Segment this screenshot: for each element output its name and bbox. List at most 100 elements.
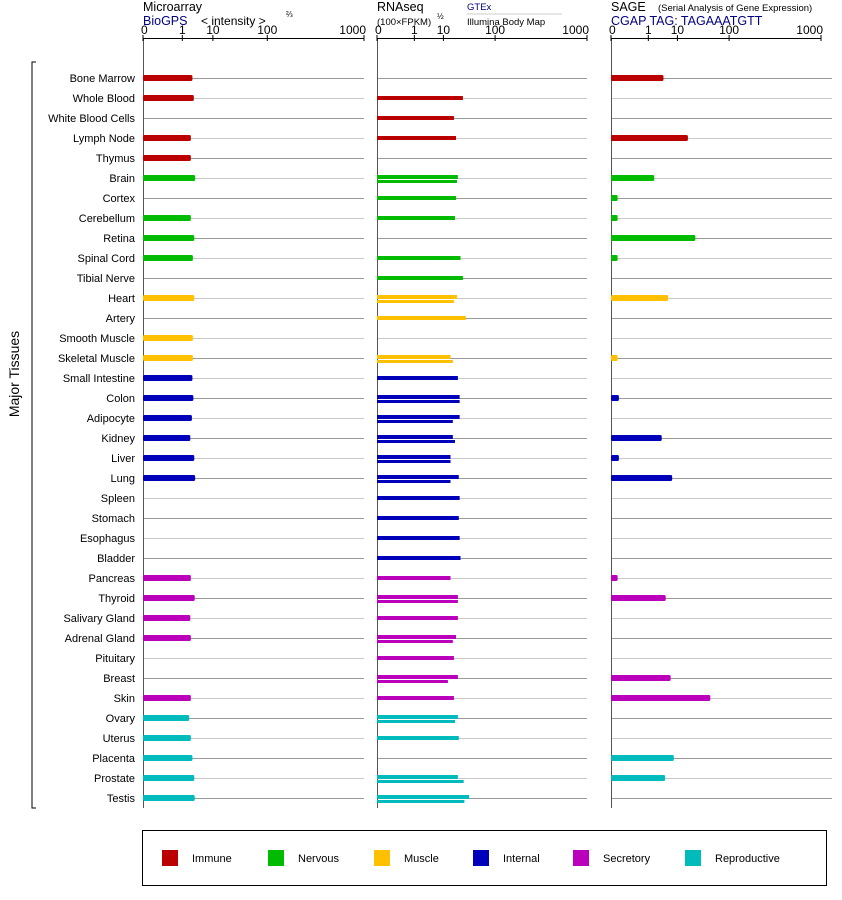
- bar-microarray[interactable]: [143, 595, 195, 601]
- tissue-label[interactable]: Artery: [106, 313, 136, 325]
- bar-microarray[interactable]: [143, 435, 191, 441]
- legend-label[interactable]: Internal: [503, 853, 540, 865]
- bar-gtex[interactable]: [377, 376, 458, 380]
- bar-sage[interactable]: [611, 235, 696, 241]
- tissue-label[interactable]: Small Intestine: [63, 373, 135, 385]
- bar-gtex[interactable]: [377, 415, 460, 419]
- bar-sage[interactable]: [611, 435, 662, 441]
- tissue-label[interactable]: Skin: [114, 693, 135, 705]
- tissue-label[interactable]: Adrenal Gland: [65, 633, 135, 645]
- bar-microarray[interactable]: [143, 775, 195, 781]
- bar-sage[interactable]: [611, 695, 711, 701]
- bar-microarray[interactable]: [143, 575, 191, 581]
- bar-microarray[interactable]: [143, 215, 191, 221]
- tissue-label[interactable]: Lung: [111, 473, 135, 485]
- tissue-label[interactable]: Bone Marrow: [70, 73, 135, 85]
- tissue-label[interactable]: Smooth Muscle: [59, 333, 135, 345]
- bar-gtex[interactable]: [377, 475, 459, 479]
- tissue-label[interactable]: Pituitary: [95, 653, 135, 665]
- bar-gtex[interactable]: [377, 675, 458, 679]
- bar-illumina[interactable]: [377, 180, 457, 183]
- bar-gtex[interactable]: [377, 96, 463, 100]
- legend-swatch[interactable]: [162, 850, 178, 866]
- bar-microarray[interactable]: [143, 75, 193, 81]
- biogps-source[interactable]: BioGPS: [143, 14, 187, 28]
- bar-illumina[interactable]: [377, 300, 454, 303]
- bar-gtex[interactable]: [377, 736, 459, 740]
- tissue-label[interactable]: Stomach: [92, 513, 135, 525]
- bar-microarray[interactable]: [143, 795, 195, 801]
- bar-microarray[interactable]: [143, 615, 191, 621]
- bar-gtex[interactable]: [377, 775, 458, 779]
- bar-microarray[interactable]: [143, 455, 195, 461]
- bar-microarray[interactable]: [143, 155, 191, 161]
- legend-label[interactable]: Nervous: [298, 853, 339, 865]
- bar-gtex[interactable]: [377, 256, 461, 260]
- legend-label[interactable]: Secretory: [603, 853, 651, 865]
- bar-sage[interactable]: [611, 395, 619, 401]
- bar-gtex[interactable]: [377, 116, 454, 120]
- bar-gtex[interactable]: [377, 656, 454, 660]
- legend-swatch[interactable]: [573, 850, 589, 866]
- sage-tag-source[interactable]: CGAP TAG: TAGAAATGTT: [611, 14, 763, 28]
- tissue-label[interactable]: Salivary Gland: [63, 613, 135, 625]
- bar-gtex[interactable]: [377, 455, 451, 459]
- tissue-label[interactable]: Ovary: [106, 713, 136, 725]
- bar-microarray[interactable]: [143, 375, 193, 381]
- bar-illumina[interactable]: [377, 720, 455, 723]
- bar-sage[interactable]: [611, 775, 666, 781]
- legend-swatch[interactable]: [685, 850, 701, 866]
- tissue-label[interactable]: Cortex: [103, 193, 136, 205]
- tissue-label[interactable]: Breast: [103, 673, 135, 685]
- tissue-label[interactable]: Testis: [107, 793, 136, 805]
- bar-gtex[interactable]: [377, 196, 456, 200]
- bar-illumina[interactable]: [377, 420, 453, 423]
- tissue-label[interactable]: Adipocyte: [87, 413, 135, 425]
- tissue-label[interactable]: Uterus: [103, 733, 136, 745]
- bar-gtex[interactable]: [377, 276, 463, 280]
- tissue-label[interactable]: Brain: [109, 173, 135, 185]
- tissue-label[interactable]: Thymus: [96, 153, 136, 165]
- bar-microarray[interactable]: [143, 415, 192, 421]
- bar-sage[interactable]: [611, 675, 671, 681]
- bar-gtex[interactable]: [377, 216, 455, 220]
- legend-label[interactable]: Immune: [192, 853, 232, 865]
- bar-illumina[interactable]: [377, 680, 448, 683]
- tissue-label[interactable]: Tibial Nerve: [77, 273, 135, 285]
- bar-microarray[interactable]: [143, 135, 191, 141]
- bar-gtex[interactable]: [377, 435, 453, 439]
- bar-microarray[interactable]: [143, 695, 191, 701]
- bar-gtex[interactable]: [377, 395, 460, 399]
- bar-gtex[interactable]: [377, 355, 451, 359]
- bar-illumina[interactable]: [377, 800, 465, 803]
- bar-sage[interactable]: [611, 595, 666, 601]
- bar-illumina[interactable]: [377, 780, 464, 783]
- bar-sage[interactable]: [611, 135, 688, 141]
- bar-illumina[interactable]: [377, 480, 451, 483]
- tissue-label[interactable]: Kidney: [101, 433, 135, 445]
- bar-microarray[interactable]: [143, 95, 194, 101]
- bar-sage[interactable]: [611, 215, 618, 221]
- tissue-label[interactable]: White Blood Cells: [48, 113, 135, 125]
- bar-sage[interactable]: [611, 255, 618, 261]
- tissue-label[interactable]: Cerebellum: [79, 213, 135, 225]
- bar-gtex[interactable]: [377, 136, 456, 140]
- bar-illumina[interactable]: [377, 440, 455, 443]
- legend-swatch[interactable]: [473, 850, 489, 866]
- tissue-label[interactable]: Bladder: [97, 553, 135, 565]
- bar-gtex[interactable]: [377, 536, 460, 540]
- legend-label[interactable]: Reproductive: [715, 853, 780, 865]
- tissue-label[interactable]: Whole Blood: [73, 93, 135, 105]
- bar-microarray[interactable]: [143, 355, 193, 361]
- gtex-source[interactable]: GTEx: [467, 2, 492, 13]
- bar-gtex[interactable]: [377, 576, 451, 580]
- tissue-label[interactable]: Heart: [108, 293, 135, 305]
- bar-gtex[interactable]: [377, 516, 459, 520]
- bar-sage[interactable]: [611, 195, 618, 201]
- bar-illumina[interactable]: [377, 360, 453, 363]
- tissue-label[interactable]: Spinal Cord: [78, 253, 135, 265]
- tissue-label[interactable]: Spleen: [101, 493, 135, 505]
- bar-microarray[interactable]: [143, 335, 193, 341]
- bar-sage[interactable]: [611, 455, 619, 461]
- bar-microarray[interactable]: [143, 735, 191, 741]
